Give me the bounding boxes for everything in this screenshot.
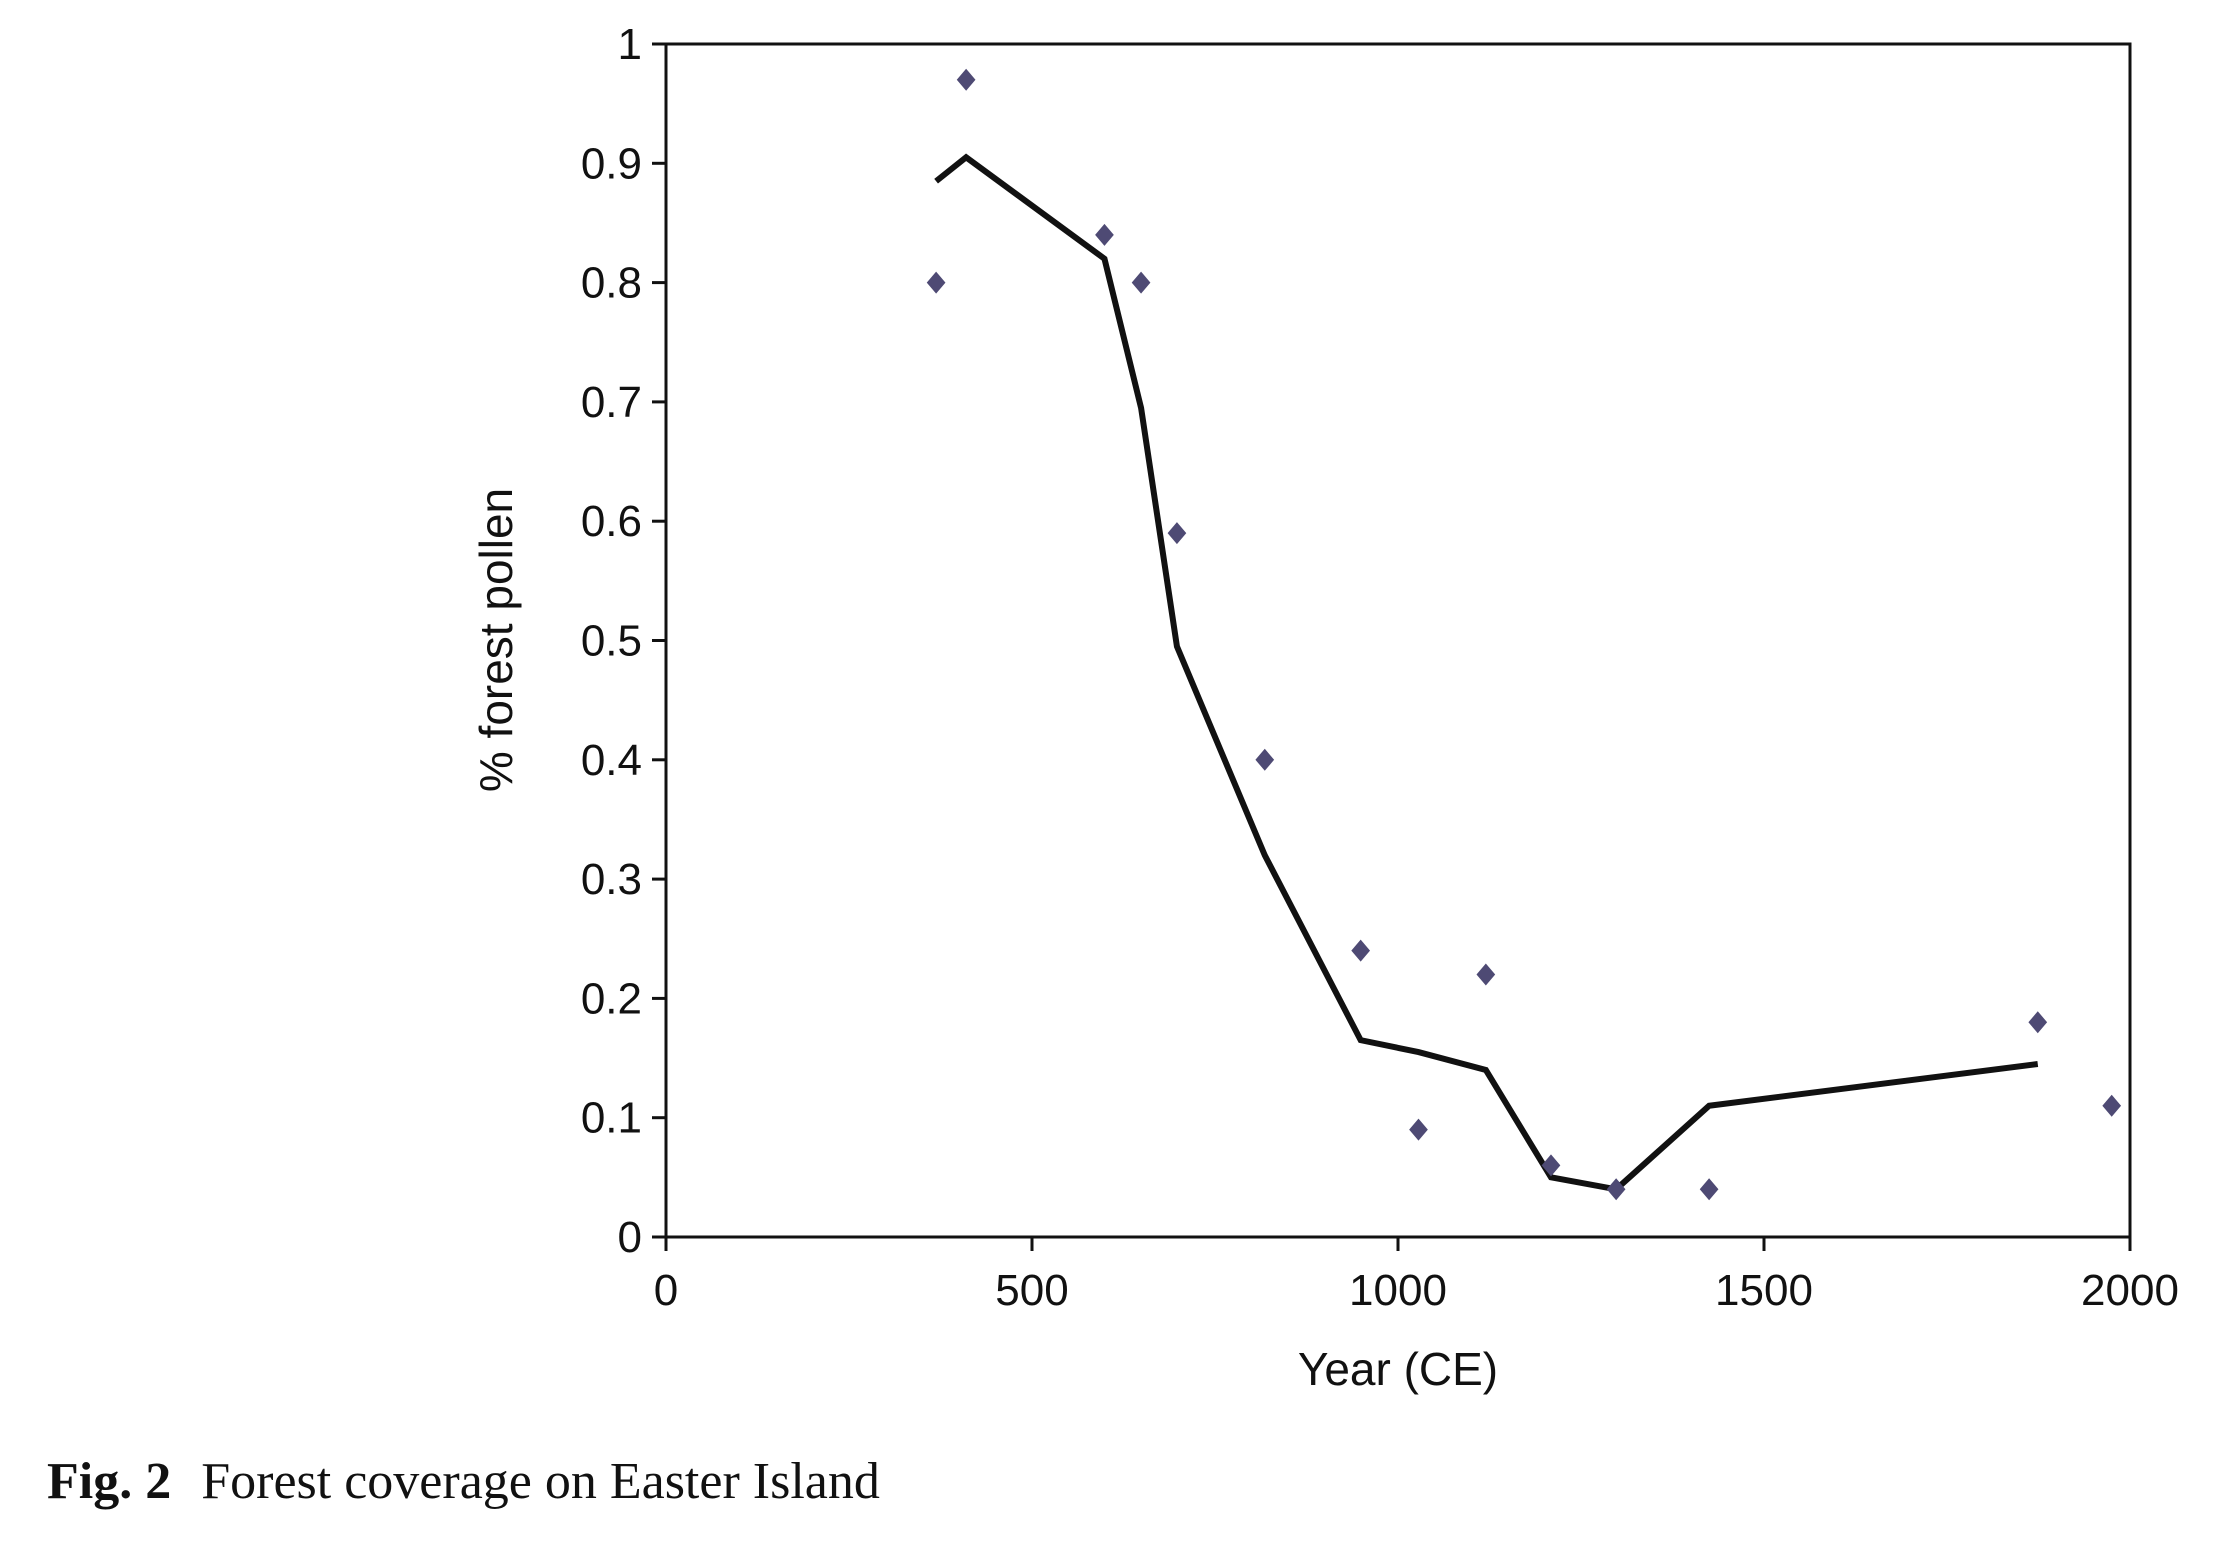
y-tick-label: 0	[618, 1213, 642, 1262]
y-tick-label: 0.6	[581, 497, 642, 546]
x-tick-label: 2000	[2081, 1266, 2179, 1315]
data-point	[956, 68, 976, 91]
data-point	[1255, 748, 1275, 771]
x-tick-label: 1500	[1715, 1266, 1813, 1315]
data-point	[1606, 1178, 1626, 1201]
y-tick-label: 0.7	[581, 378, 642, 427]
data-point	[1699, 1178, 1719, 1201]
y-tick-label: 0.9	[581, 139, 642, 188]
plot-frame	[664, 42, 2132, 1239]
y-tick-label: 1	[618, 20, 642, 69]
data-point	[926, 271, 946, 294]
caption-label: Fig. 2	[47, 1453, 172, 1510]
trend-line	[934, 153, 2039, 1193]
x-tick-label: 500	[995, 1266, 1068, 1315]
y-tick-label: 0.8	[581, 259, 642, 308]
data-point	[1541, 1154, 1561, 1177]
y-axis-label: % forest pollen	[470, 488, 522, 792]
data-point	[1167, 522, 1187, 545]
data-point	[2028, 1011, 2048, 1034]
x-tick-label: 1000	[1349, 1266, 1447, 1315]
x-axis-label: Year (CE)	[1298, 1343, 1498, 1395]
caption-text: Forest coverage on Easter Island	[201, 1453, 880, 1510]
y-tick-label: 0.1	[581, 1094, 642, 1143]
y-tick-label: 0.2	[581, 974, 642, 1023]
data-point	[1476, 963, 1496, 986]
data-point	[1095, 223, 1114, 246]
y-tick-label: 0.3	[581, 855, 642, 904]
x-tick-label: 0	[654, 1266, 678, 1315]
data-point	[1351, 939, 1371, 962]
y-tick-label: 0.5	[581, 617, 642, 666]
y-tick-label: 0.4	[581, 736, 642, 785]
figure-caption: Fig. 2 Forest coverage on Easter Island	[47, 1452, 880, 1511]
data-point	[2102, 1094, 2122, 1117]
data-point	[1409, 1118, 1428, 1141]
data-point	[1131, 271, 1151, 294]
